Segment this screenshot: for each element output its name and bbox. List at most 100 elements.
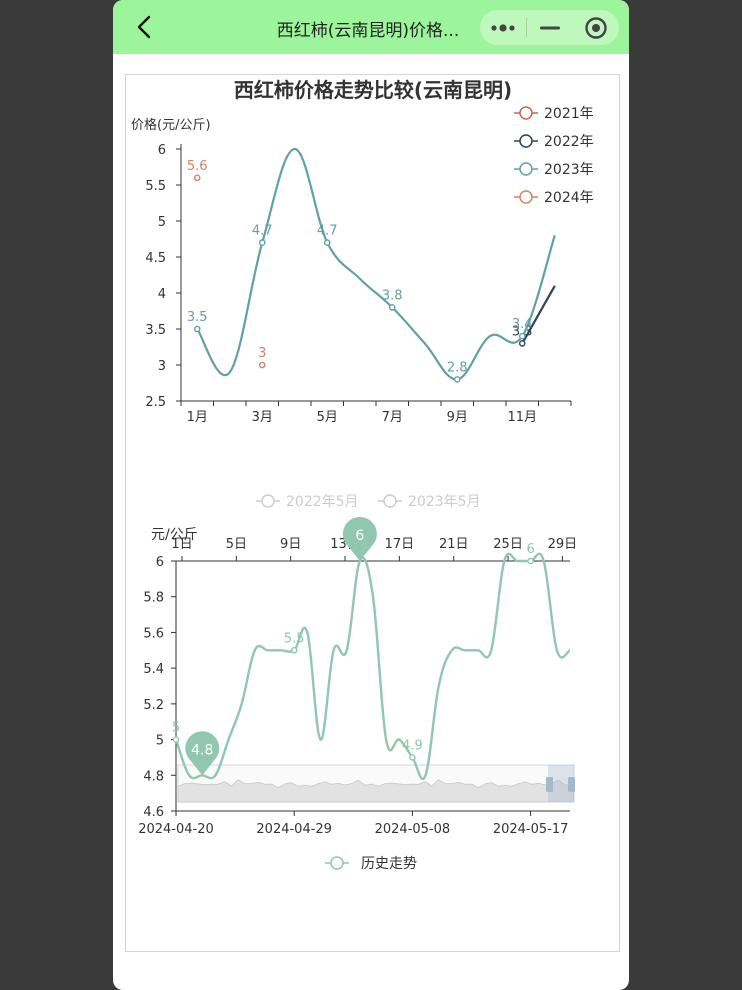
data-label: 4.9 (402, 738, 423, 753)
close-button[interactable] (573, 10, 619, 45)
chart-title: 西红柿价格走势比较(云南昆明) (234, 78, 512, 102)
legend-label: 2022年 (544, 134, 594, 150)
data-label: 3.8 (382, 288, 403, 303)
y-tick-label: 4 (158, 287, 166, 302)
page-title: 西红柿(云南昆明)价格... (276, 21, 460, 41)
price-compare-chart: 西红柿价格走势比较(云南昆明) 价格(元/公斤) 2.5 3 3.5 4 4.5 5 5.5 6 1… (131, 78, 594, 425)
data-point (193, 325, 201, 333)
legend-label: 2021年 (544, 106, 594, 122)
chevron-left-icon (137, 15, 151, 39)
legend-item-2024年: 2024年 (514, 190, 594, 206)
history-trend-line (174, 552, 571, 781)
bottom-legend-item: 历史走势 (325, 856, 417, 872)
minimize-button[interactable] (527, 10, 573, 45)
legend-symbol (261, 494, 275, 508)
pin-label: 4.8 (191, 742, 213, 758)
data-label: 5 (172, 721, 180, 736)
pin-label: 6 (355, 528, 364, 544)
data-point (518, 340, 526, 347)
legend-item-2021年: 2021年 (514, 106, 594, 122)
y-tick-label: 3.5 (145, 323, 166, 338)
top-tick-label: 1日 (171, 537, 192, 552)
top-tick-label: 9日 (280, 537, 301, 552)
data-label: 6 (526, 542, 534, 557)
zoom-shadow (177, 779, 575, 803)
series-2024年: 5.63 (187, 159, 266, 369)
y-tick-label: 2.5 (145, 395, 166, 410)
data-label: 3.4 (512, 317, 533, 332)
top-legend-item: 2022年5月 (256, 494, 359, 510)
x-tick-label: 11月 (507, 410, 537, 425)
chart-card: 西红柿价格走势比较(云南昆明) 价格(元/公斤) 2.5 3 3.5 4 4.5 5 5.5 6 1… (125, 74, 620, 952)
y-axis-title: 元/公斤 (151, 527, 198, 543)
top-tick-label: 25日 (493, 537, 523, 552)
x-tick-label: 3月 (252, 410, 273, 425)
more-button[interactable] (480, 10, 526, 45)
header-bar: 西红柿(云南昆明)价格... (113, 0, 629, 54)
x-tick-label: 2024-04-29 (256, 822, 332, 837)
legend-symbol (519, 106, 533, 120)
legend-symbol (519, 162, 533, 176)
data-point (409, 754, 416, 761)
x-tick-label: 2024-05-17 (493, 822, 569, 837)
legend-label: 2023年5月 (408, 494, 481, 510)
phone-screen: 西红柿(云南昆明)价格... 西红柿价格走势比较(云南昆明) 价格 (113, 0, 629, 990)
top-legend-item: 2023年5月 (378, 494, 481, 510)
series-2023年: 3.5 4.7 4.7 3.8 2.8 3.4 (187, 147, 556, 383)
legend-label: 历史走势 (361, 856, 417, 872)
legend-symbol (519, 134, 533, 148)
minus-icon (540, 26, 560, 29)
zoom-handle[interactable] (546, 777, 553, 792)
data-zoom-slider (177, 764, 575, 803)
legend-label: 2023年 (544, 162, 594, 178)
y-tick-label: 5.6 (143, 626, 164, 641)
y-tick-label: 6 (158, 143, 166, 158)
data-point (193, 174, 201, 182)
data-label: 5.5 (284, 631, 305, 646)
more-dots-icon (491, 23, 515, 32)
data-label: 4.7 (252, 224, 273, 239)
data-label: 5.6 (187, 159, 208, 174)
x-tick-label: 5月 (317, 410, 338, 425)
y-tick-label: 5 (158, 215, 166, 230)
y-tick-label: 4.6 (143, 805, 164, 820)
x-tick-label: 1月 (187, 410, 208, 425)
data-label: 3 (258, 346, 266, 361)
legend-label: 2024年 (544, 190, 594, 206)
y-tick-label: 5.5 (145, 179, 166, 194)
zoom-handle[interactable] (568, 777, 575, 792)
top-tick-label: 29日 (548, 537, 578, 552)
pin-shape (342, 516, 377, 561)
data-point (518, 332, 526, 340)
capsule-divider (526, 18, 527, 37)
legend-symbol (519, 190, 533, 204)
x-tick-label: 9月 (447, 410, 468, 425)
data-point (388, 304, 396, 311)
target-close-icon (585, 16, 607, 39)
data-point (290, 646, 298, 654)
y-axis-title: 价格(元/公斤) (131, 117, 211, 133)
legend-item-2022年: 2022年 (514, 134, 594, 150)
mini-program-capsule (480, 10, 619, 45)
top-tick-label: 5日 (226, 537, 247, 552)
y-tick-label: 6 (156, 555, 164, 570)
y-tick-label: 5.8 (143, 591, 164, 606)
data-point (258, 361, 266, 369)
y-tick-label: 4.8 (143, 769, 164, 784)
data-point (453, 376, 461, 383)
data-label: 4.7 (317, 224, 338, 239)
y-tick-label: 5.2 (143, 698, 164, 713)
legend-item-2023年: 2023年 (514, 162, 594, 178)
marker-pin: 6 (342, 516, 377, 561)
top-tick-label: 17日 (385, 537, 415, 552)
data-point (527, 557, 534, 565)
data-point (172, 736, 180, 743)
y-tick-label: 5.4 (143, 662, 164, 677)
data-label: 3.5 (187, 310, 208, 325)
series-line (521, 285, 556, 344)
data-point (323, 239, 331, 246)
x-tick-label: 2024-05-08 (375, 822, 451, 837)
y-tick-label: 4.5 (145, 251, 166, 266)
back-button[interactable] (127, 10, 161, 44)
x-tick-label: 2024-04-20 (138, 822, 214, 837)
